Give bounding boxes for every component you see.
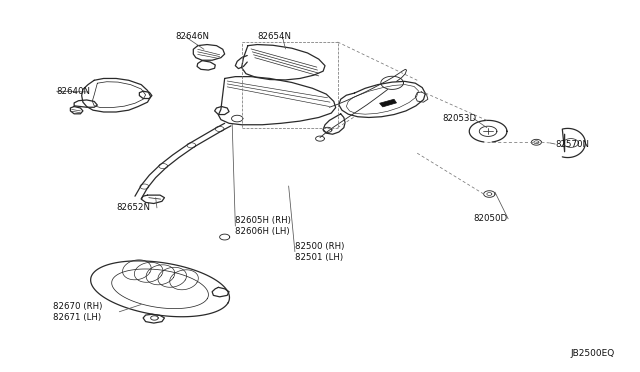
Text: 82050D: 82050D xyxy=(474,214,508,223)
Text: 82670 (RH)
82671 (LH): 82670 (RH) 82671 (LH) xyxy=(54,302,103,322)
Text: 82640N: 82640N xyxy=(56,87,91,96)
Text: 82652N: 82652N xyxy=(116,203,150,212)
Text: 82500 (RH)
82501 (LH): 82500 (RH) 82501 (LH) xyxy=(295,241,344,262)
Text: 82646N: 82646N xyxy=(176,32,210,41)
Text: 82570N: 82570N xyxy=(556,140,589,148)
Text: 82605H (RH)
82606H (LH): 82605H (RH) 82606H (LH) xyxy=(236,216,291,236)
Polygon shape xyxy=(380,99,397,107)
Text: JB2500EQ: JB2500EQ xyxy=(570,349,615,358)
Text: 82053D: 82053D xyxy=(442,114,476,123)
Text: 82654N: 82654N xyxy=(257,32,291,41)
